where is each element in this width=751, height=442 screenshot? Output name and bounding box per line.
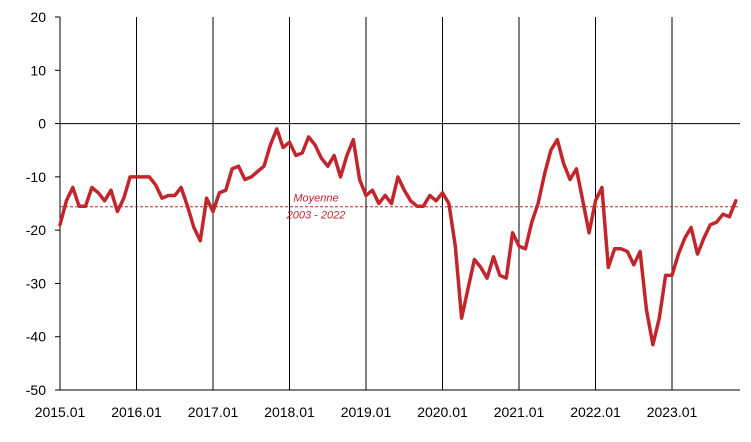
y-tick-label: 10 xyxy=(30,62,46,78)
x-tick-label: 2023.01 xyxy=(647,404,698,420)
tick-labels: 2015.01 2016.01 2017.01 2018.01 2019.01 2020.… xyxy=(26,9,698,420)
series-line xyxy=(58,127,738,347)
average-label-line1: Moyenne xyxy=(293,193,338,205)
y-tick-label: -20 xyxy=(26,222,46,238)
x-tick-label: 2020.01 xyxy=(417,404,468,420)
reference-line-group: Moyenne 2003 - 2022 xyxy=(60,193,740,222)
y-tick-label: -30 xyxy=(26,275,46,291)
y-tick-label: -50 xyxy=(26,382,46,398)
series-group xyxy=(58,127,738,347)
y-tick-label: -10 xyxy=(26,169,46,185)
x-tick-label: 2021.01 xyxy=(494,404,545,420)
x-tick-label: 2017.01 xyxy=(188,404,239,420)
axes xyxy=(55,16,740,391)
x-tick-label: 2018.01 xyxy=(264,404,315,420)
average-label-line2: 2003 - 2022 xyxy=(286,210,346,222)
y-tick-label: 0 xyxy=(38,116,46,132)
x-tick-label: 2019.01 xyxy=(341,404,392,420)
x-tick-label: 2016.01 xyxy=(111,404,162,420)
grid-lines xyxy=(136,17,673,390)
y-tick-label: -40 xyxy=(26,329,46,345)
x-tick-label: 2015.01 xyxy=(35,404,86,420)
y-tick-label: 20 xyxy=(30,9,46,25)
x-tick-label: 2022.01 xyxy=(570,404,621,420)
